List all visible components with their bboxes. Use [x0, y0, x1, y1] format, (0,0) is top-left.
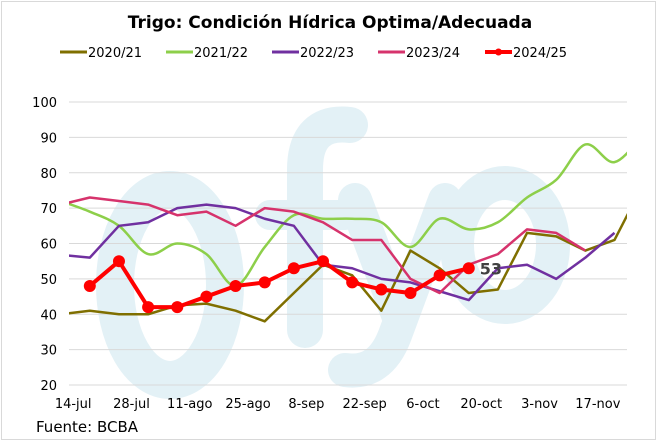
- data-point: [171, 301, 184, 314]
- x-tick-label: 3-nov: [521, 397, 558, 412]
- data-point: [346, 276, 359, 289]
- data-point: [404, 287, 417, 300]
- last-value-label: 53: [480, 259, 502, 278]
- x-tick-label: 25-ago: [225, 397, 270, 412]
- data-point: [317, 255, 330, 268]
- legend-label: 2021/22: [194, 46, 248, 61]
- x-tick-label: 17-nov: [575, 397, 620, 412]
- legend-label: 2023/24: [406, 46, 460, 61]
- data-point: [112, 255, 125, 268]
- y-tick-label: 40: [40, 308, 57, 323]
- data-point: [83, 279, 96, 292]
- x-tick-label: 11-ago: [167, 397, 212, 412]
- series-line-2023-24: [69, 196, 587, 295]
- legend-label: 2024/25: [513, 46, 567, 61]
- data-point: [258, 276, 271, 289]
- y-tick-label: 70: [40, 202, 57, 217]
- watermark-logo: [96, 106, 570, 399]
- y-tick-label: 20: [40, 379, 57, 394]
- y-tick-label: 50: [40, 273, 57, 288]
- data-point: [462, 262, 475, 275]
- series-line-2020-21: [69, 212, 627, 323]
- legend-label: 2022/23: [300, 46, 354, 61]
- series-line-2021-22: [69, 143, 627, 288]
- x-tick-label: 8-sep: [288, 397, 324, 412]
- y-tick-label: 80: [40, 167, 57, 182]
- y-tick-label: 60: [40, 238, 57, 253]
- legend-marker: [495, 48, 502, 56]
- y-tick-label: 100: [32, 96, 57, 111]
- y-tick-label: 30: [40, 344, 57, 359]
- x-tick-label: 22-sep: [343, 397, 387, 412]
- watermark-logo-f-stem: [287, 106, 368, 348]
- data-point: [287, 262, 300, 275]
- data-point: [229, 279, 242, 292]
- source-note: Fuente: BCBA: [36, 418, 139, 436]
- x-tick-label: 20-oct: [460, 397, 502, 412]
- watermark-logo-o2: [440, 166, 570, 324]
- y-tick-label: 90: [40, 131, 57, 146]
- chart-title: Trigo: Condición Hídrica Optima/Adecuada: [128, 13, 532, 33]
- x-tick-label: 28-jul: [113, 397, 150, 412]
- data-point: [142, 301, 155, 314]
- x-tick-label: 6-oct: [406, 397, 439, 412]
- watermark-logo-o1: [96, 171, 244, 399]
- series-line-2022-23: [69, 203, 616, 302]
- data-point: [433, 269, 446, 282]
- x-tick-label: 14-jul: [55, 397, 92, 412]
- data-point: [200, 290, 213, 303]
- legend-label: 2020/21: [88, 46, 142, 61]
- data-point: [375, 283, 388, 296]
